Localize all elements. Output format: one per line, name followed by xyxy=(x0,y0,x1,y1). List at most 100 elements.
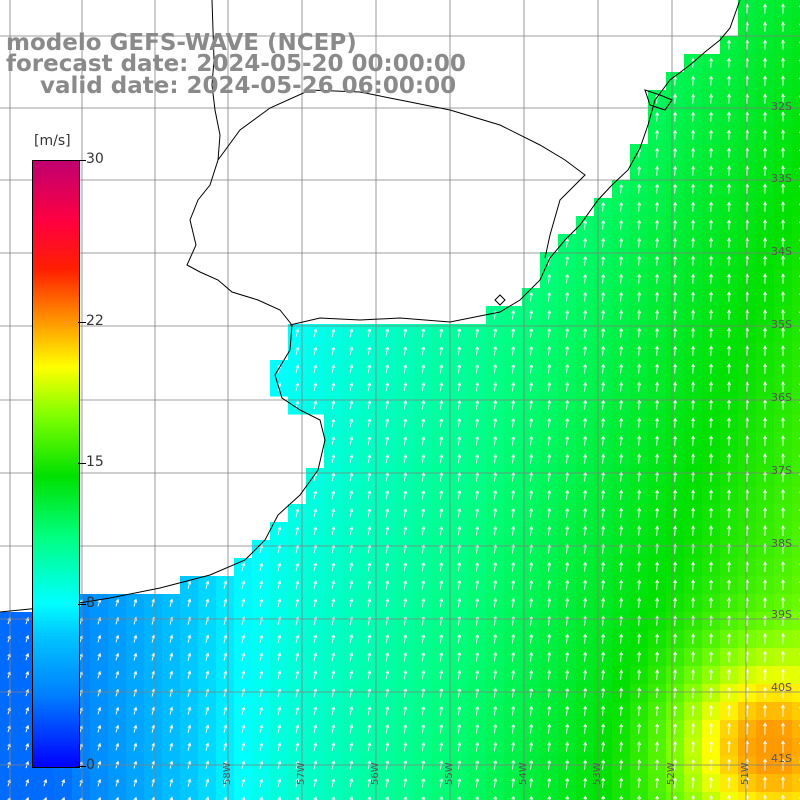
wind-arrow xyxy=(547,597,552,608)
wind-arrow xyxy=(421,795,426,800)
wind-arrow xyxy=(565,417,570,428)
wind-speed-cell xyxy=(450,792,469,800)
wind-arrow xyxy=(205,778,210,787)
wind-arrow xyxy=(457,741,462,752)
wind-speed-cell xyxy=(792,234,800,253)
wind-arrow xyxy=(205,580,210,589)
wind-arrow xyxy=(655,471,660,482)
title-forecast-date: forecast date: 2024-05-20 00:00:00 xyxy=(6,51,466,77)
wind-arrow xyxy=(403,579,408,590)
wind-arrow xyxy=(115,598,120,607)
wind-speed-cell xyxy=(792,378,800,397)
wind-arrow xyxy=(709,363,714,374)
wind-arrow xyxy=(637,255,642,266)
wind-arrow xyxy=(709,525,714,536)
wind-arrow xyxy=(529,687,534,698)
wind-arrow xyxy=(727,219,731,230)
wind-arrow xyxy=(421,489,426,500)
wind-arrow xyxy=(367,795,372,800)
wind-arrow xyxy=(151,706,156,715)
wind-arrow xyxy=(331,687,336,698)
wind-arrow xyxy=(763,255,767,266)
wind-arrow xyxy=(763,722,767,735)
wind-arrow xyxy=(583,363,588,374)
wind-arrow xyxy=(781,632,785,645)
wind-arrow xyxy=(673,633,678,644)
wind-arrow xyxy=(637,273,642,284)
wind-arrow xyxy=(439,435,444,446)
wind-arrow xyxy=(529,669,534,680)
wind-arrow xyxy=(439,705,444,716)
wind-arrow xyxy=(205,598,210,607)
wind-arrow xyxy=(457,579,462,590)
wind-arrow xyxy=(547,705,552,716)
wind-arrow xyxy=(583,327,588,338)
wind-arrow xyxy=(781,201,785,212)
wind-arrow xyxy=(583,291,588,302)
wind-arrow xyxy=(25,670,30,679)
wind-arrow xyxy=(475,597,480,608)
wind-arrow xyxy=(619,453,624,464)
wind-arrow xyxy=(403,345,408,356)
wind-arrow xyxy=(709,794,714,800)
wind-arrow xyxy=(655,309,660,320)
wind-arrow xyxy=(457,327,462,338)
colorbar-unit: [m/s] xyxy=(34,133,71,149)
wind-arrow xyxy=(763,219,767,230)
wind-arrow xyxy=(475,561,480,572)
colorbar-tick-label: 0 xyxy=(86,757,95,773)
wind-arrow xyxy=(223,688,228,697)
wind-arrow xyxy=(619,687,624,698)
wind-arrow xyxy=(655,579,660,590)
wind-arrow xyxy=(367,399,372,410)
wind-arrow xyxy=(691,309,696,320)
wind-arrow xyxy=(547,453,552,464)
wind-arrow xyxy=(259,724,264,734)
wind-arrow xyxy=(583,741,588,752)
wind-arrow xyxy=(673,183,678,194)
wind-arrow xyxy=(673,669,678,681)
wind-arrow xyxy=(637,381,642,392)
wind-speed-cell xyxy=(252,792,271,800)
wind-arrow xyxy=(367,435,372,446)
latitude-label: 39S xyxy=(771,608,792,621)
wind-arrow xyxy=(655,183,660,194)
wind-arrow xyxy=(673,794,678,800)
wind-arrow xyxy=(151,688,156,697)
wind-arrow xyxy=(421,561,426,572)
wind-arrow xyxy=(187,598,192,607)
longitude-label: 58W xyxy=(222,762,233,785)
wind-arrow xyxy=(259,634,264,644)
wind-arrow xyxy=(601,597,606,608)
wind-arrow xyxy=(655,165,660,176)
wind-arrow xyxy=(673,615,678,626)
wind-arrow xyxy=(313,597,318,608)
wind-arrow xyxy=(601,489,606,500)
wind-arrow xyxy=(691,489,696,500)
wind-arrow xyxy=(349,669,354,680)
wind-arrow xyxy=(25,652,30,661)
wind-arrow xyxy=(439,345,444,356)
wind-arrow xyxy=(133,634,138,643)
wind-arrow xyxy=(673,273,678,284)
wind-arrow xyxy=(547,741,552,752)
wind-arrow xyxy=(709,471,714,482)
wind-arrow xyxy=(565,615,570,626)
wind-arrow xyxy=(565,561,570,572)
wind-arrow xyxy=(637,705,642,716)
wind-arrow xyxy=(565,255,570,266)
wind-arrow xyxy=(169,634,174,643)
wind-arrow xyxy=(367,507,372,518)
wind-arrow xyxy=(313,526,318,536)
wind-arrow xyxy=(583,435,588,446)
wind-arrow xyxy=(709,668,714,681)
wind-arrow xyxy=(493,363,498,374)
wind-arrow xyxy=(385,687,390,698)
wind-arrow xyxy=(529,471,534,482)
wind-arrow xyxy=(619,309,624,320)
wind-arrow xyxy=(331,597,336,608)
wind-arrow xyxy=(331,436,336,446)
latitude-label: 37S xyxy=(771,464,792,477)
wind-arrow xyxy=(583,453,588,464)
